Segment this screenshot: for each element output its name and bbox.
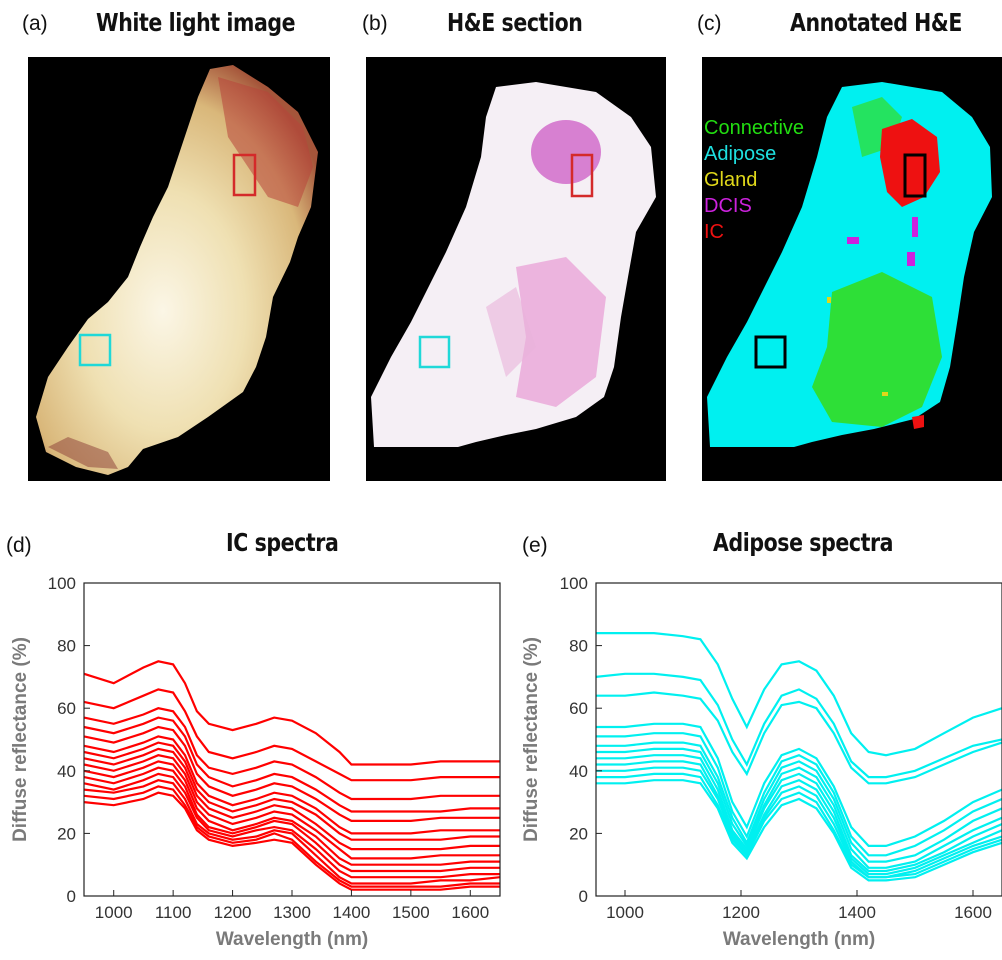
legend-item-dcis: DCIS [704,195,752,217]
spectrum-line-13 [83,779,501,885]
x-tick-label: 1500 [392,903,430,922]
roi-adipose-he [418,335,451,369]
legend-item-ic: IC [704,221,724,243]
annotated-tissue-svg [707,82,992,447]
spectrum-line-15 [83,791,500,891]
spectrum-line-1 [83,660,500,766]
x-tick-label: 1000 [606,903,644,922]
panel-e-title: Adipose spectra [713,528,894,557]
he-section-image [366,57,666,481]
x-axis-label: Wavelength (nm) [723,929,875,950]
annotated-he-image: Connective Adipose Gland DCIS IC [702,57,1002,481]
roi-adipose-annotated [754,335,787,369]
spectrum-line-14 [83,785,500,888]
he-tissue-shape [371,82,656,447]
spectrum-line-1 [596,632,1002,757]
legend-item-gland: Gland [704,169,758,191]
roi-ic-white-light [232,153,257,197]
spectrum-line-4 [596,722,1002,847]
spectrum-line-10 [596,766,1002,879]
spectrum-line-8 [596,754,1002,873]
panel-c-title: Annotated H&E [790,8,962,37]
y-tick-label: 60 [569,699,588,718]
panel-b-letter: (b) [362,12,388,35]
spectrum-line-12 [596,779,1002,882]
spectrum-line-10 [83,760,500,866]
y-tick-label: 40 [569,762,588,781]
series-group [595,632,1002,882]
spectrum-line-3 [83,707,500,801]
spectrum-line-7 [83,741,500,841]
roi-ic-annotated [903,153,927,198]
y-tick-label: 60 [57,699,76,718]
spectrum-line-3 [596,691,1002,785]
y-tick-label: 40 [57,762,76,781]
spectrum-line-9 [83,754,500,860]
x-tick-label: 1100 [155,903,192,922]
panel-a-letter: (a) [22,12,48,35]
tissue-shape [36,65,318,475]
spectrum-line-6 [596,741,1002,863]
spectrum-line-6 [83,735,500,835]
spectrum-line-2 [595,672,1002,779]
x-axis-label: Wavelength (nm) [216,929,368,950]
he-tissue-svg [371,82,656,447]
spectrum-line-9 [596,760,1002,876]
spectrum-line-5 [596,732,1002,857]
y-tick-label: 20 [57,824,76,843]
x-tick-label: 1300 [273,903,311,922]
y-tick-label: 100 [560,574,588,593]
white-light-tissue-svg [36,65,318,475]
spectrum-line-8 [83,747,500,851]
roi-adipose-white-light [78,333,112,367]
spectrum-line-5 [83,725,500,822]
ic-spectra-chart: 1000 1100 1200 1300 1400 1500 1600 0 20 40 60 80 100… [10,574,501,950]
panel-a-title: White light image [96,8,296,37]
spectrum-line-12 [83,772,500,879]
roi-ic-he [570,153,594,198]
x-tick-label: 1600 [451,903,489,922]
panel-c-letter: (c) [697,12,722,35]
y-tick-label: 100 [48,574,76,593]
adipose-spectra-chart: 1000 1200 1400 1600 0 20 40 60 80 100 Wavelength (… [521,574,1002,950]
y-tick-label: 0 [579,887,588,906]
series-group [83,660,501,891]
spectrum-line-4 [83,716,500,813]
y-tick-label: 20 [569,824,588,843]
white-light-image [28,57,330,481]
x-tick-label: 1000 [95,903,133,922]
legend-item-adipose: Adipose [704,143,777,165]
spectrum-line-7 [596,747,1002,869]
x-tick-label: 1600 [954,903,992,922]
panel-e-letter: (e) [522,534,548,557]
y-tick-label: 80 [569,637,588,656]
legend-item-connective: Connective [704,117,805,139]
x-tick-label: 1400 [333,903,371,922]
plot-frame [595,582,1002,897]
panel-d-title: IC spectra [226,528,339,557]
spectrum-line-11 [596,772,1002,879]
spectrum-line-11 [83,766,500,873]
x-tick-label: 1200 [722,903,760,922]
x-tick-label: 1200 [214,903,252,922]
panel-b-title: H&E section [447,8,583,37]
panel-d-letter: (d) [6,534,32,557]
y-axis-label: Diffuse reflectance (%) [521,637,542,842]
y-tick-label: 0 [67,887,76,906]
spectrum-line-2 [83,688,500,782]
y-axis-label: Diffuse reflectance (%) [10,637,31,842]
tissue-legend: Connective Adipose Gland DCIS IC [704,115,804,245]
y-tick-label: 80 [57,637,76,656]
x-tick-label: 1400 [838,903,876,922]
